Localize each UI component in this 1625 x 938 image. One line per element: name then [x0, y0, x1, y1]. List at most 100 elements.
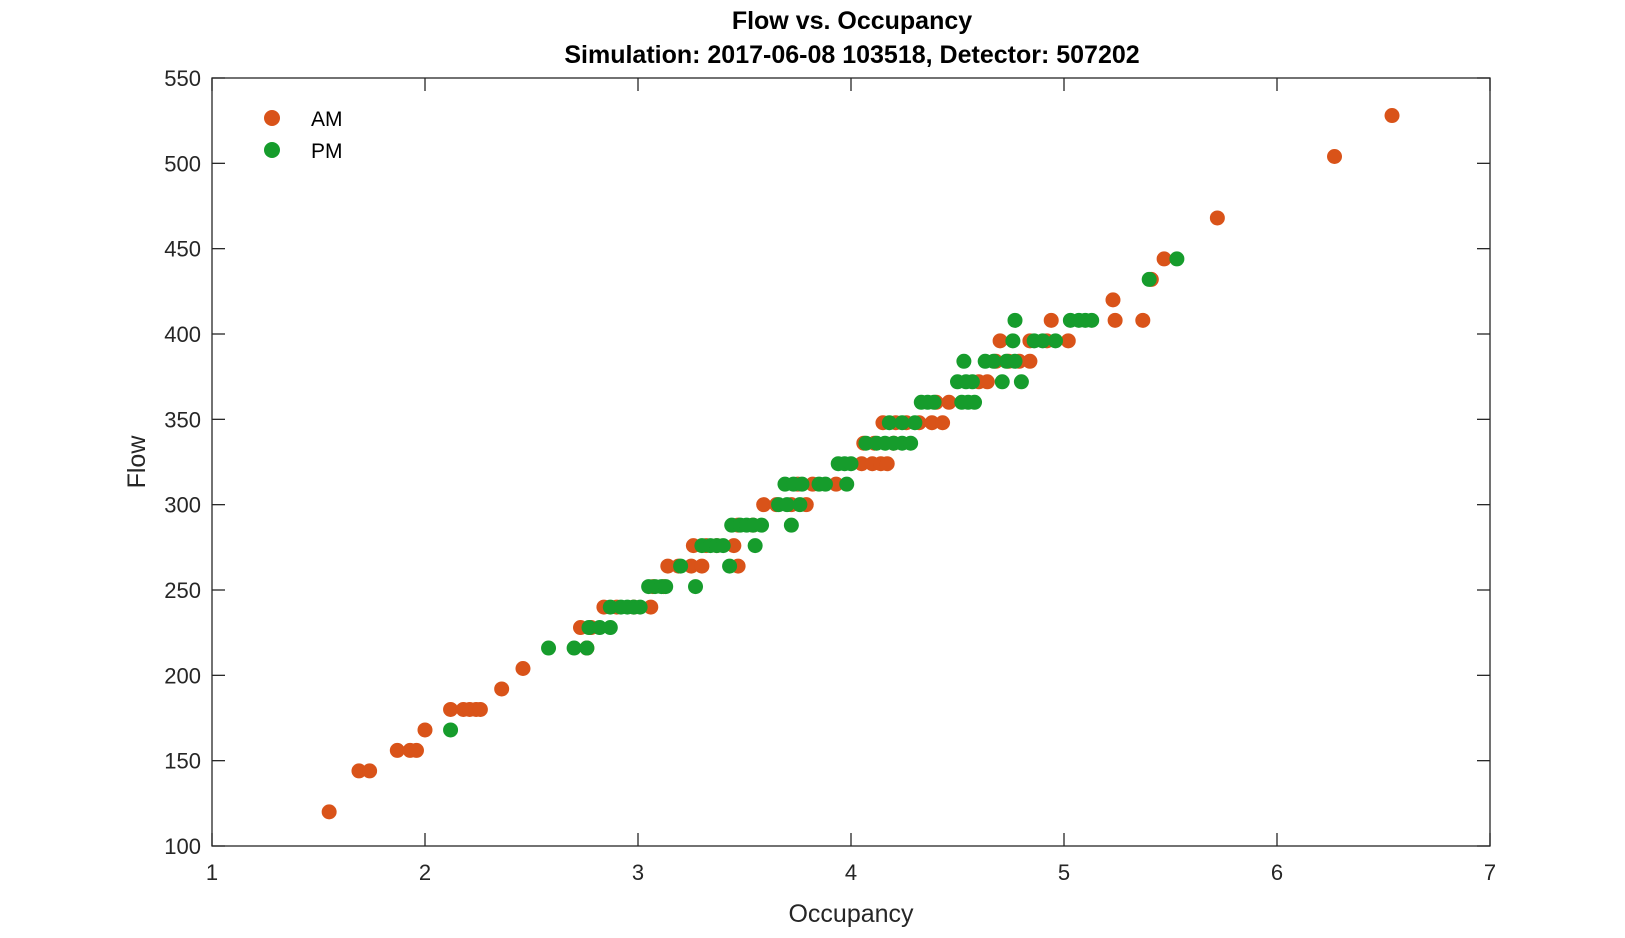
data-point-am — [683, 558, 699, 574]
data-point-pm — [581, 620, 597, 636]
y-tick-label: 150 — [164, 749, 201, 774]
data-point-pm — [956, 353, 972, 369]
data-point-pm — [1084, 312, 1100, 328]
legend-marker-am — [264, 110, 280, 126]
x-tick-label: 1 — [206, 860, 218, 885]
data-point-pm — [566, 640, 582, 656]
data-point-pm — [1007, 353, 1023, 369]
x-axis-label: Occupancy — [788, 900, 914, 928]
data-point-pm — [907, 415, 923, 431]
data-points — [321, 108, 1400, 820]
data-point-am — [362, 763, 378, 779]
data-point-pm — [1007, 312, 1023, 328]
data-point-pm — [926, 394, 942, 410]
legend: AM PM — [264, 108, 343, 163]
data-point-am — [1209, 210, 1225, 226]
legend-marker-pm — [264, 142, 280, 158]
data-point-pm — [967, 394, 983, 410]
data-point-pm — [817, 476, 833, 492]
data-point-pm — [632, 599, 648, 615]
data-point-am — [854, 456, 870, 472]
data-point-am — [694, 558, 710, 574]
data-point-am — [494, 681, 510, 697]
data-point-pm — [1035, 333, 1051, 349]
data-point-pm — [1013, 374, 1029, 390]
data-point-pm — [602, 599, 618, 615]
data-point-pm — [541, 640, 557, 656]
data-point-pm — [881, 415, 897, 431]
data-point-pm — [858, 435, 874, 451]
data-point-pm — [986, 353, 1002, 369]
data-point-am — [417, 722, 433, 738]
data-point-pm — [673, 558, 689, 574]
data-point-pm — [1141, 271, 1157, 287]
y-axis-ticks: 100 150 200 250 300 350 400 450 500 550 — [164, 66, 1490, 859]
data-point-am — [726, 538, 742, 554]
chart-title: Flow vs. Occupancy — [732, 7, 972, 35]
data-point-pm — [722, 558, 738, 574]
y-tick-label: 250 — [164, 578, 201, 603]
data-point-pm — [579, 640, 595, 656]
y-tick-label: 500 — [164, 151, 201, 176]
data-point-pm — [747, 538, 763, 554]
data-point-am — [1107, 312, 1123, 328]
data-point-am — [1105, 292, 1121, 308]
data-point-pm — [794, 476, 810, 492]
data-point-pm — [592, 620, 608, 636]
data-point-am — [1060, 333, 1076, 349]
data-point-am — [443, 701, 459, 717]
data-point-pm — [894, 415, 910, 431]
y-tick-label: 200 — [164, 663, 201, 688]
data-point-pm — [754, 517, 770, 533]
y-tick-label: 300 — [164, 493, 201, 518]
data-point-pm — [1005, 333, 1021, 349]
x-tick-label: 2 — [419, 860, 431, 885]
data-point-pm — [715, 538, 731, 554]
x-tick-label: 7 — [1484, 860, 1496, 885]
data-point-pm — [1169, 251, 1185, 267]
data-point-am — [756, 497, 772, 513]
data-point-pm — [688, 579, 704, 595]
legend-label-pm: PM — [311, 140, 343, 163]
chart-subtitle: Simulation: 2017-06-08 103518, Detector:… — [564, 41, 1139, 69]
data-point-am — [643, 599, 659, 615]
y-tick-label: 400 — [164, 322, 201, 347]
data-point-am — [935, 415, 951, 431]
data-point-pm — [839, 476, 855, 492]
data-point-am — [828, 476, 844, 492]
data-point-am — [1327, 149, 1343, 165]
data-point-pm — [658, 579, 674, 595]
data-point-pm — [1047, 333, 1063, 349]
data-point-pm — [903, 435, 919, 451]
data-point-pm — [843, 456, 859, 472]
data-point-am — [389, 742, 405, 758]
x-tick-label: 3 — [632, 860, 644, 885]
x-tick-label: 6 — [1271, 860, 1283, 885]
y-tick-label: 350 — [164, 407, 201, 432]
data-point-pm — [994, 374, 1010, 390]
data-point-am — [1022, 353, 1038, 369]
data-point-pm — [443, 722, 459, 738]
data-point-am — [515, 661, 531, 677]
data-point-pm — [792, 497, 808, 513]
data-point-am — [1156, 251, 1172, 267]
y-tick-label: 100 — [164, 834, 201, 859]
data-point-am — [660, 558, 676, 574]
data-point-am — [321, 804, 337, 820]
legend-label-am: AM — [311, 108, 343, 131]
data-point-pm — [779, 497, 795, 513]
data-point-pm — [783, 517, 799, 533]
data-point-am — [879, 456, 895, 472]
data-point-am — [1043, 312, 1059, 328]
data-point-am — [472, 701, 488, 717]
x-tick-label: 4 — [845, 860, 857, 885]
data-point-am — [979, 374, 995, 390]
y-tick-label: 450 — [164, 237, 201, 262]
data-point-am — [1384, 108, 1400, 124]
data-point-am — [351, 763, 367, 779]
x-axis-ticks: 1 2 3 4 5 6 7 — [206, 78, 1496, 885]
data-point-am — [1135, 312, 1151, 328]
data-point-pm — [964, 374, 980, 390]
data-point-am — [408, 742, 424, 758]
